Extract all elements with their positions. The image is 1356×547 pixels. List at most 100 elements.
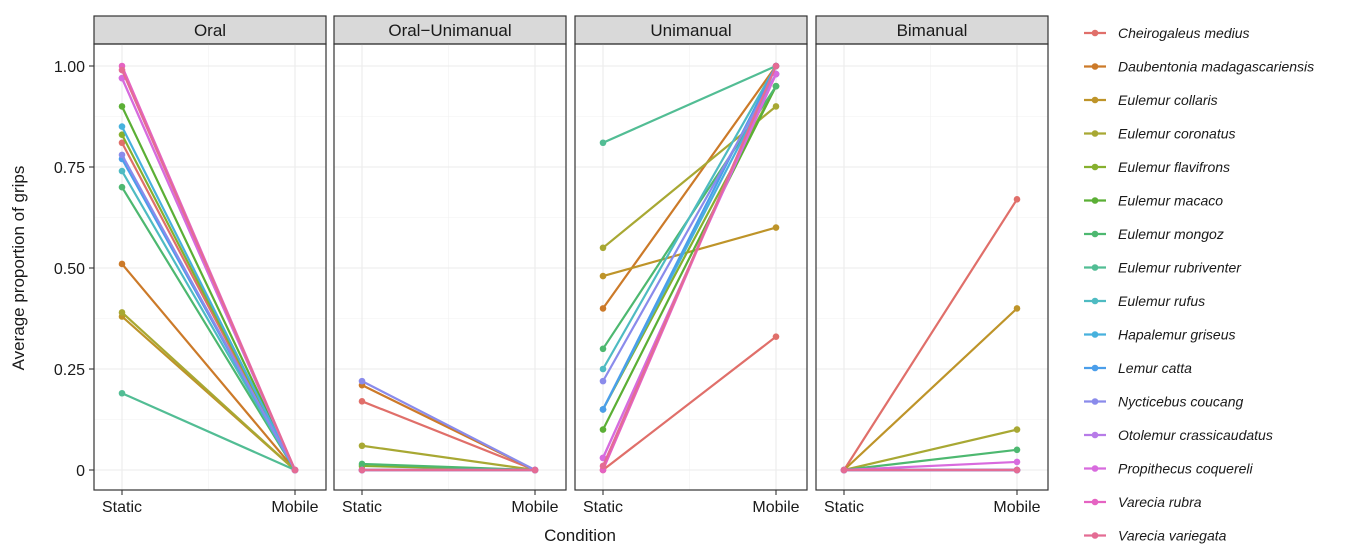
series-line bbox=[120, 125, 297, 472]
series-line bbox=[360, 380, 537, 472]
series-line bbox=[601, 85, 778, 431]
data-point-mobile bbox=[1013, 458, 1021, 466]
data-point-static bbox=[599, 426, 607, 433]
legend-key-point bbox=[1091, 163, 1099, 171]
panel-oral-unimanual: Oral−Unimanual Static Mobile bbox=[333, 15, 567, 516]
data-point-static bbox=[118, 123, 126, 130]
legend-label: Eulemur macaco bbox=[1118, 193, 1223, 209]
series-varecia-variegata bbox=[358, 466, 539, 474]
legend-item-otolemur-crassicaudatus: Otolemur crassicaudatus bbox=[1084, 427, 1273, 443]
strip-background bbox=[574, 15, 808, 45]
data-point-mobile bbox=[772, 62, 780, 70]
strip-title: Oral−Unimanual bbox=[388, 21, 511, 40]
legend-key-point bbox=[1091, 498, 1099, 506]
x-tick-label: Static bbox=[342, 499, 382, 516]
data-point-static bbox=[118, 66, 126, 74]
x-axis-title: Condition bbox=[544, 526, 616, 545]
series-line bbox=[360, 444, 537, 472]
legend-label: Cheirogaleus medius bbox=[1118, 25, 1250, 41]
y-tick-label: 0.75 bbox=[54, 160, 85, 177]
strip-background bbox=[93, 15, 327, 45]
data-point-static bbox=[118, 139, 126, 147]
legend-item-eulemur-macaco: Eulemur macaco bbox=[1084, 193, 1223, 209]
x-tick-label: Mobile bbox=[752, 499, 799, 516]
data-point-static bbox=[118, 260, 126, 268]
data-point-mobile bbox=[772, 103, 780, 110]
legend-label: Daubentonia madagascariensis bbox=[1118, 59, 1314, 75]
legend-key-point bbox=[1091, 532, 1099, 539]
panel-border bbox=[333, 43, 567, 491]
legend-key-point bbox=[1091, 96, 1099, 104]
data-point-mobile bbox=[1013, 426, 1021, 433]
series-line bbox=[601, 72, 778, 383]
data-point-mobile bbox=[772, 333, 780, 340]
data-point-static bbox=[358, 460, 366, 468]
x-tick-label: Mobile bbox=[271, 499, 318, 516]
legend-key-point bbox=[1091, 398, 1099, 405]
legend-label: Eulemur rubriventer bbox=[1118, 260, 1242, 276]
data-point-static bbox=[599, 462, 607, 470]
series-varecia-variegata bbox=[118, 66, 299, 474]
data-point-static bbox=[358, 442, 366, 450]
data-point-static bbox=[599, 139, 607, 147]
data-point-static bbox=[358, 377, 366, 385]
legend-label: Hapalemur griseus bbox=[1118, 327, 1236, 343]
legend-label: Propithecus coquereli bbox=[1118, 461, 1254, 477]
series-line bbox=[601, 226, 778, 278]
legend-key-point bbox=[1091, 364, 1099, 372]
legend-item-lemur-catta: Lemur catta bbox=[1084, 360, 1192, 376]
series-line bbox=[120, 311, 297, 472]
legend-label: Lemur catta bbox=[1118, 360, 1192, 376]
x-tick-label: Static bbox=[583, 499, 623, 516]
legend: Cheirogaleus medius Daubentonia madagasca… bbox=[1084, 25, 1314, 544]
legend-item-eulemur-flavifrons: Eulemur flavifrons bbox=[1084, 159, 1230, 175]
legend-key-point bbox=[1091, 465, 1099, 472]
series-varecia-variegata bbox=[840, 466, 1021, 474]
y-axis: 0 0.25 0.50 0.75 1.00 bbox=[54, 59, 94, 480]
data-point-static bbox=[599, 406, 607, 413]
series-eulemur-collaris bbox=[599, 224, 780, 280]
data-point-static bbox=[599, 377, 607, 385]
strip-title: Bimanual bbox=[897, 21, 968, 40]
series-line bbox=[120, 186, 297, 472]
legend-label: Nycticebus coucang bbox=[1118, 394, 1244, 410]
legend-key-point bbox=[1091, 264, 1099, 271]
series-line bbox=[842, 428, 1019, 472]
legend-label: Eulemur rufus bbox=[1118, 293, 1205, 309]
series-line bbox=[120, 68, 297, 472]
legend-item-cheirogaleus-medius: Cheirogaleus medius bbox=[1084, 25, 1250, 41]
x-tick-label: Mobile bbox=[511, 499, 558, 516]
legend-item-eulemur-rufus: Eulemur rufus bbox=[1084, 293, 1205, 309]
legend-key-point bbox=[1091, 197, 1099, 204]
legend-key-point bbox=[1091, 230, 1099, 238]
legend-label: Varecia variegata bbox=[1118, 528, 1227, 544]
legend-item-varecia-variegata: Varecia variegata bbox=[1084, 528, 1227, 544]
strip-title: Unimanual bbox=[650, 21, 731, 40]
data-point-static bbox=[840, 466, 848, 474]
legend-item-propithecus-coquereli: Propithecus coquereli bbox=[1084, 461, 1254, 477]
x-tick-label: Static bbox=[824, 499, 864, 516]
series-line bbox=[120, 262, 297, 472]
legend-key-point bbox=[1091, 130, 1099, 137]
legend-label: Eulemur flavifrons bbox=[1118, 159, 1230, 175]
data-point-static bbox=[599, 345, 607, 353]
panel-border bbox=[574, 43, 808, 491]
legend-label: Varecia rubra bbox=[1118, 494, 1202, 510]
series-line bbox=[601, 64, 778, 468]
panels: Oral Static Mobile Oral−Unimanual Static Mobi… bbox=[93, 15, 1049, 516]
legend-key-point bbox=[1091, 331, 1099, 338]
data-point-mobile bbox=[1013, 446, 1021, 454]
series-line bbox=[601, 64, 778, 144]
y-tick-label: 0.25 bbox=[54, 362, 85, 379]
legend-item-eulemur-mongoz: Eulemur mongoz bbox=[1084, 226, 1224, 242]
legend-item-nycticebus-coucang: Nycticebus coucang bbox=[1084, 394, 1244, 410]
data-point-mobile bbox=[1013, 466, 1021, 474]
panel-border bbox=[815, 43, 1049, 491]
series-line bbox=[842, 307, 1019, 472]
y-tick-label: 0 bbox=[76, 463, 85, 480]
legend-key-point bbox=[1091, 63, 1099, 70]
panel-border bbox=[93, 43, 327, 491]
series-line bbox=[842, 460, 1019, 472]
data-point-mobile bbox=[1013, 305, 1021, 312]
